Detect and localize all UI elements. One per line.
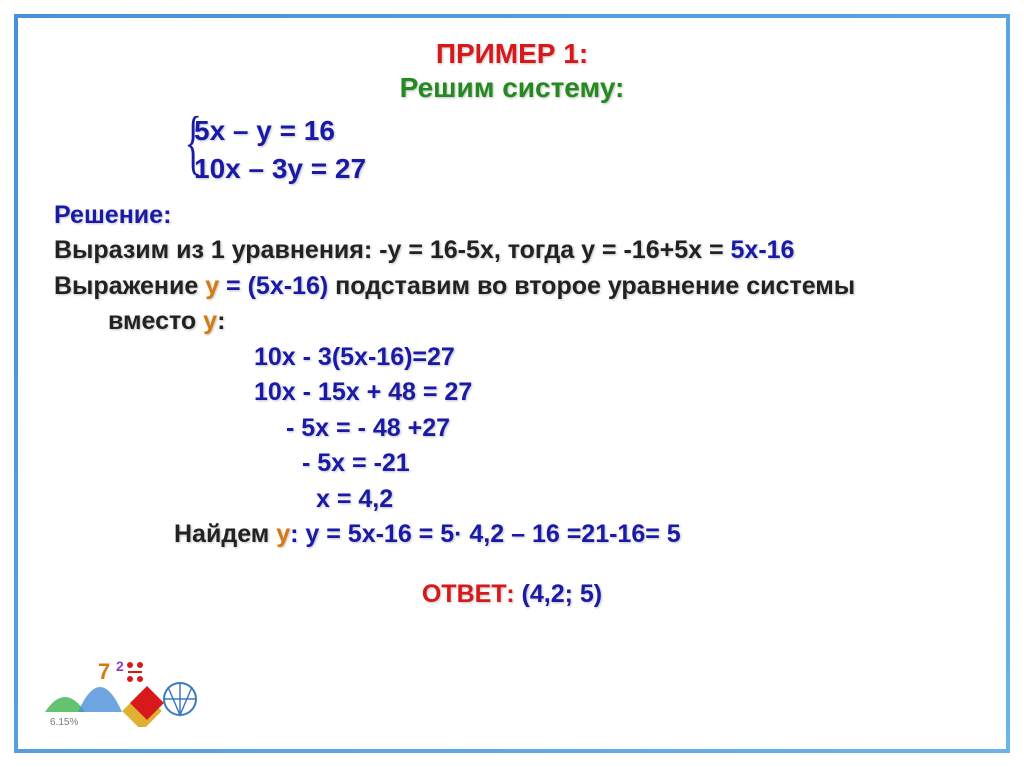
subst-colon: : [217, 307, 225, 335]
step-3: - 5x = - 48 +27 [54, 411, 970, 447]
solution-label: Решение: [54, 198, 970, 234]
findy-rest: : y = 5x-16 = 5· 4,2 – 16 =21-16= 5 [290, 520, 681, 548]
svg-text:2: 2 [116, 658, 124, 674]
math-decoration-icon: 6.15% 7 2 [40, 627, 200, 727]
subst-text-3: вместо [108, 307, 203, 335]
step-1: 10x - 3(5x-16)=27 [54, 340, 970, 376]
example-subtitle: Решим систему: [54, 72, 970, 104]
step-5: x = 4,2 [54, 482, 970, 518]
substitute-line-1: Выражение y = (5x-16) подставим во второ… [54, 269, 970, 305]
subst-expr: = (5x-16) [219, 272, 328, 300]
subst-text-2: подставим во второе уравнение системы [328, 272, 855, 300]
subst-y2: y [203, 307, 217, 335]
step-4: - 5x = -21 [54, 446, 970, 482]
substitute-line-2: вместо y: [54, 304, 970, 340]
findy-y: y [276, 520, 290, 548]
step-2: 10x - 15x + 48 = 27 [54, 375, 970, 411]
equation-system: { 5x – y = 16 10x – 3y = 27 [194, 112, 970, 188]
svg-text:6.15%: 6.15% [50, 717, 78, 727]
slide-frame: ПРИМЕР 1: Решим систему: { 5x – y = 16 1… [14, 14, 1010, 753]
answer-value: (4,2; 5) [522, 580, 603, 608]
answer-line: ОТВЕТ: (4,2; 5) [54, 577, 970, 613]
example-title: ПРИМЕР 1: [54, 38, 970, 70]
subst-text-1: Выражение [54, 272, 205, 300]
system-brace: { [185, 106, 202, 178]
express-line: Выразим из 1 уравнения: -y = 16-5x, тогд… [54, 233, 970, 269]
express-result: 5x-16 [731, 236, 795, 264]
svg-text:7: 7 [98, 659, 110, 684]
answer-label: ОТВЕТ: [422, 580, 522, 608]
express-text: Выразим из 1 уравнения: -y = 16-5x, тогд… [54, 236, 731, 264]
equation-1: 5x – y = 16 [194, 112, 970, 150]
findy-pre: Найдем [174, 520, 276, 548]
find-y-line: Найдем y: y = 5x-16 = 5· 4,2 – 16 =21-16… [54, 517, 970, 553]
subst-y: y [205, 272, 219, 300]
equation-2: 10x – 3y = 27 [194, 150, 970, 188]
